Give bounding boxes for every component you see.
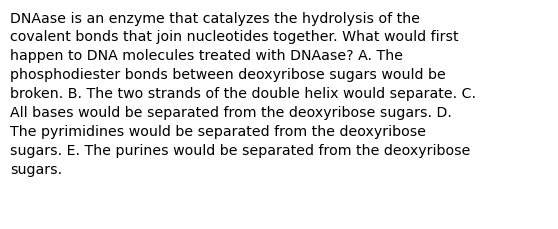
Text: DNAase is an enzyme that catalyzes the hydrolysis of the
covalent bonds that joi: DNAase is an enzyme that catalyzes the h… [10, 11, 476, 176]
